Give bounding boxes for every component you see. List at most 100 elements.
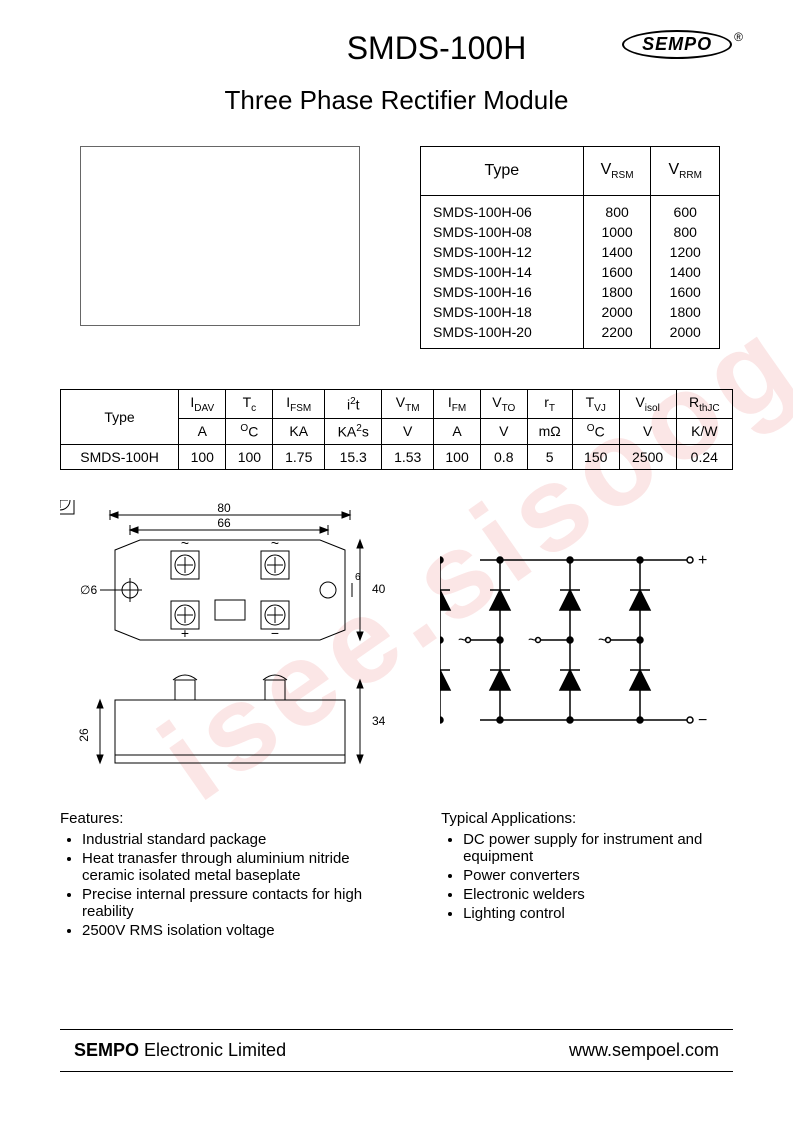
- list-item: Lighting control: [463, 905, 733, 922]
- svg-text:∅6: ∅6: [80, 583, 97, 597]
- brand-logo: SEMPO ®: [622, 30, 743, 59]
- vtable-vrsm-cell: 2000: [583, 302, 651, 322]
- spec-param-symbol: VTO: [481, 390, 527, 419]
- table-row: SMDS-100H-06800600: [421, 196, 720, 223]
- page-subtitle: Three Phase Rectifier Module: [60, 85, 733, 116]
- vtable-vrrm-cell: 1200: [651, 242, 720, 262]
- vtable-type-cell: SMDS-100H-08: [421, 222, 584, 242]
- spec-param-unit: mΩ: [527, 418, 572, 444]
- svg-text:26: 26: [77, 728, 91, 742]
- table-row: SMDS-100H-1820001800: [421, 302, 720, 322]
- spec-type-header: Type: [61, 390, 179, 444]
- spec-param-symbol: IDAV: [179, 390, 226, 419]
- vtable-vrrm-cell: 1600: [651, 282, 720, 302]
- spec-param-unit: KA2s: [325, 418, 382, 444]
- spec-value-cell: 100: [434, 444, 481, 469]
- spec-param-unit: V: [619, 418, 676, 444]
- table-row: SMDS-100H-2022002000: [421, 322, 720, 349]
- footer-url: www.sempoel.com: [569, 1040, 719, 1061]
- list-item: DC power supply for instrument and equip…: [463, 831, 733, 865]
- spec-param-unit: KA: [273, 418, 325, 444]
- table-row: SMDS-100H-1618001600: [421, 282, 720, 302]
- vtable-type-cell: SMDS-100H-14: [421, 262, 584, 282]
- vtable-vrsm-cell: 1600: [583, 262, 651, 282]
- vtable-vrrm-cell: 1400: [651, 262, 720, 282]
- spec-param-unit: OC: [226, 418, 273, 444]
- svg-text:+: +: [181, 625, 189, 641]
- vtable-vrsm-cell: 1800: [583, 282, 651, 302]
- table-row: SMDS-100H-081000800: [421, 222, 720, 242]
- registered-mark: ®: [734, 30, 743, 44]
- vtable-header-vrsm: VRSM: [583, 147, 651, 196]
- vtable-type-cell: SMDS-100H-06: [421, 196, 584, 223]
- model-number: SMDS-100H: [347, 30, 527, 67]
- list-item: 2500V RMS isolation voltage: [82, 922, 381, 939]
- list-item: Heat tranasfer through aluminium nitride…: [82, 850, 381, 884]
- svg-text:~: ~: [181, 535, 189, 551]
- svg-text:66: 66: [217, 516, 231, 530]
- spec-value-cell: 2500: [619, 444, 676, 469]
- vtable-vrrm-cell: 600: [651, 196, 720, 223]
- spec-param-symbol: i2t: [325, 390, 382, 419]
- features-title: Features:: [60, 810, 381, 827]
- vtable-vrrm-cell: 800: [651, 222, 720, 242]
- svg-text:−: −: [698, 712, 707, 729]
- vtable-type-cell: SMDS-100H-16: [421, 282, 584, 302]
- spec-value-cell: 100: [179, 444, 226, 469]
- svg-text:+: +: [698, 552, 707, 569]
- svg-text:~: ~: [458, 632, 467, 649]
- spec-param-symbol: IFSM: [273, 390, 325, 419]
- table-row: SMDS-100H-1214001200: [421, 242, 720, 262]
- vtable-vrsm-cell: 800: [583, 196, 651, 223]
- vtable-header-type: Type: [421, 147, 584, 196]
- list-item: Electronic welders: [463, 886, 733, 903]
- svg-text:40: 40: [372, 582, 386, 596]
- vtable-header-vrrm: VRRM: [651, 147, 720, 196]
- spec-param-symbol: TVJ: [572, 390, 619, 419]
- spec-value-cell: 5: [527, 444, 572, 469]
- spec-value-cell: 0.8: [481, 444, 527, 469]
- applications-title: Typical Applications:: [441, 810, 733, 827]
- vtable-type-cell: SMDS-100H-20: [421, 322, 584, 349]
- spec-param-symbol: VTM: [382, 390, 434, 419]
- spec-value-cell: 0.24: [676, 444, 732, 469]
- list-item: Industrial standard package: [82, 831, 381, 848]
- svg-text:~: ~: [598, 632, 607, 649]
- list-item: Power converters: [463, 867, 733, 884]
- vtable-type-cell: SMDS-100H-18: [421, 302, 584, 322]
- spec-param-unit: A: [179, 418, 226, 444]
- vtable-vrsm-cell: 2200: [583, 322, 651, 349]
- vtable-vrrm-cell: 1800: [651, 302, 720, 322]
- spec-param-unit: V: [481, 418, 527, 444]
- product-image-placeholder: [80, 146, 360, 326]
- vtable-type-cell: SMDS-100H-12: [421, 242, 584, 262]
- list-item: Precise internal pressure contacts for h…: [82, 886, 381, 920]
- spec-value-cell: 1.53: [382, 444, 434, 469]
- vtable-vrrm-cell: 2000: [651, 322, 720, 349]
- page-footer: SEMPO Electronic Limited www.sempoel.com: [60, 1029, 733, 1072]
- spec-param-symbol: IFM: [434, 390, 481, 419]
- svg-text:~: ~: [528, 632, 537, 649]
- svg-text:80: 80: [217, 501, 231, 515]
- vtable-vrsm-cell: 1400: [583, 242, 651, 262]
- spec-param-symbol: RthJC: [676, 390, 732, 419]
- applications-section: Typical Applications: DC power supply fo…: [441, 810, 733, 941]
- vtable-vrsm-cell: 1000: [583, 222, 651, 242]
- voltage-ratings-table: Type VRSM VRRM SMDS-100H-06800600SMDS-10…: [420, 146, 720, 349]
- table-row: SMDS-100H-1416001400: [421, 262, 720, 282]
- spec-value-cell: 1.75: [273, 444, 325, 469]
- svg-text:~: ~: [271, 535, 279, 551]
- spec-value-cell: 100: [226, 444, 273, 469]
- features-section: Features: Industrial standard package Hea…: [60, 810, 381, 941]
- footer-company: SEMPO Electronic Limited: [74, 1040, 286, 1061]
- spec-value-cell: 15.3: [325, 444, 382, 469]
- specifications-table: Type IDAVTcIFSMi2tVTMIFMVTOrTTVJVisolRth…: [60, 389, 733, 469]
- spec-param-symbol: rT: [527, 390, 572, 419]
- title-row: SMDS-100H SEMPO ®: [60, 30, 733, 67]
- spec-param-unit: A: [434, 418, 481, 444]
- spec-param-unit: V: [382, 418, 434, 444]
- spec-param-symbol: Visol: [619, 390, 676, 419]
- mechanical-drawing: 80 66: [60, 500, 400, 780]
- spec-param-unit: OC: [572, 418, 619, 444]
- spec-param-unit: K/W: [676, 418, 732, 444]
